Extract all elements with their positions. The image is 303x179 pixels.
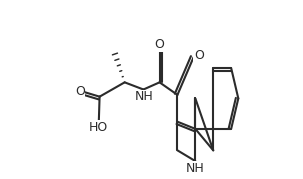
Text: NH: NH xyxy=(135,90,154,103)
Text: O: O xyxy=(194,49,204,62)
Text: HO: HO xyxy=(89,121,108,134)
Text: O: O xyxy=(75,85,85,98)
Text: O: O xyxy=(155,38,165,51)
Text: NH: NH xyxy=(186,162,205,175)
